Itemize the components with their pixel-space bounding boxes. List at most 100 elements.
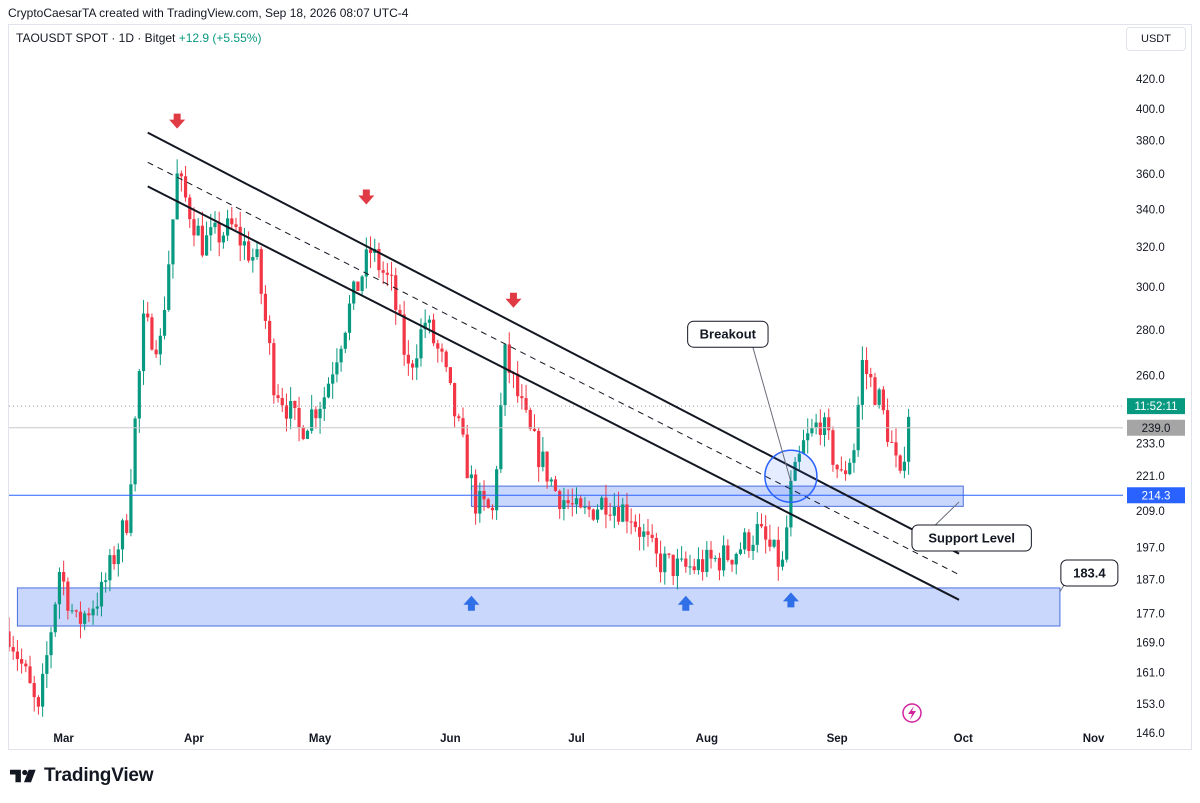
callout-label: Breakout <box>700 327 757 342</box>
price-change: +12.9 (+5.55%) <box>178 31 262 45</box>
candle <box>864 347 869 390</box>
candle <box>743 528 747 555</box>
candle <box>213 211 217 234</box>
candle <box>549 477 553 487</box>
price-tag-label: 214.3 <box>1142 490 1171 502</box>
candle-body <box>389 274 394 276</box>
candle <box>234 217 238 230</box>
brand-name: TradingView <box>44 765 154 786</box>
candle-body <box>108 555 112 581</box>
candle <box>885 398 890 447</box>
candle-body <box>352 281 356 304</box>
callout-pointer <box>752 347 792 482</box>
candle-body <box>385 272 389 275</box>
candle-body <box>74 610 78 612</box>
y-tick-label: 221.0 <box>1136 471 1165 483</box>
candle-body <box>234 224 238 227</box>
candle-body <box>24 663 28 667</box>
candle <box>747 529 751 558</box>
candle <box>87 607 91 622</box>
candle <box>175 159 179 220</box>
candle-body <box>541 451 545 468</box>
candle <box>650 524 654 543</box>
price-tag-bg <box>1127 398 1185 415</box>
candle <box>705 541 709 577</box>
y-tick-label: 209.0 <box>1136 506 1165 518</box>
candle-body <box>574 498 579 505</box>
candle-body <box>204 235 209 256</box>
candle <box>78 601 83 639</box>
candle <box>247 231 251 263</box>
candle <box>45 641 49 689</box>
candle <box>314 406 318 429</box>
currency-button[interactable]: USDT <box>1126 27 1186 51</box>
y-tick-label: 280.0 <box>1136 325 1165 337</box>
candle-body <box>423 322 427 330</box>
candle <box>146 301 150 322</box>
candle-body <box>310 409 314 431</box>
candle-body <box>70 610 74 612</box>
candle-body <box>133 418 137 485</box>
candle <box>221 231 225 249</box>
candle-body <box>650 534 654 538</box>
candle-body <box>801 440 806 454</box>
candle-body <box>814 422 818 428</box>
candle-body <box>293 400 297 408</box>
candle <box>621 497 625 523</box>
candle-body <box>339 348 343 363</box>
candle <box>335 348 339 383</box>
candle-body <box>469 474 474 479</box>
candle-body <box>701 559 705 573</box>
candle <box>478 482 482 523</box>
candle-body <box>621 504 625 522</box>
candle-body <box>356 281 360 291</box>
candle <box>545 451 549 489</box>
candle-body <box>684 558 688 567</box>
candle-body <box>32 683 36 698</box>
candle <box>200 211 204 258</box>
candle <box>516 361 520 403</box>
candle-body <box>368 249 373 253</box>
candle-body <box>616 506 621 522</box>
candle-body <box>9 631 11 648</box>
candle-body <box>818 422 822 435</box>
candle <box>209 213 213 251</box>
candle-body <box>709 549 713 559</box>
candle <box>263 285 268 329</box>
candle <box>667 552 671 559</box>
candle-body <box>217 222 221 243</box>
candle <box>839 456 843 472</box>
candle-body <box>726 545 730 561</box>
candle <box>730 559 734 572</box>
candle <box>469 465 474 490</box>
y-tick-label: 169.0 <box>1136 637 1165 649</box>
candle <box>9 617 11 652</box>
lightning-icon[interactable] <box>902 703 922 723</box>
candle <box>852 443 856 473</box>
candle-body <box>453 383 457 417</box>
candle-body <box>461 418 465 435</box>
candle <box>112 546 116 570</box>
candle <box>570 488 574 517</box>
candle <box>604 484 608 529</box>
callout-box <box>911 524 1032 552</box>
candle-body <box>427 319 431 323</box>
candle <box>192 207 196 247</box>
candle-body <box>499 405 503 470</box>
candle <box>297 396 301 442</box>
candle-body <box>864 360 869 375</box>
candle <box>83 610 87 631</box>
candle-body <box>629 521 633 523</box>
callout-box <box>1060 559 1119 587</box>
candle <box>423 309 427 339</box>
candle <box>726 539 730 562</box>
y-tick-label: 340.0 <box>1136 205 1165 217</box>
candle-body <box>112 555 116 565</box>
candle <box>461 407 465 438</box>
candle <box>402 300 406 366</box>
candle-body <box>398 309 402 315</box>
candle <box>486 497 490 509</box>
candle <box>183 165 188 202</box>
candle-body <box>465 434 469 479</box>
